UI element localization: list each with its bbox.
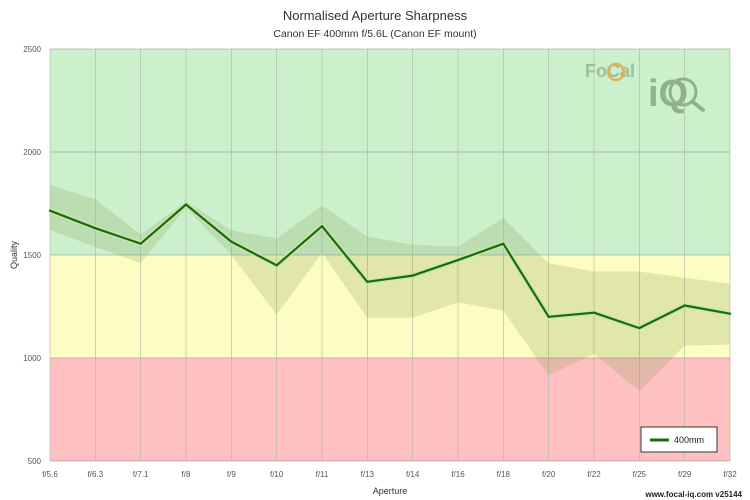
x-tick-f/8: f/8 bbox=[182, 470, 191, 479]
x-axis-label: Aperture bbox=[373, 486, 408, 496]
y-tick-1500: 1500 bbox=[23, 251, 41, 260]
data-point-f/22 bbox=[592, 311, 596, 314]
data-point-f/11 bbox=[320, 224, 324, 228]
footer-credit: www.focal-iq.com v25144 bbox=[644, 490, 742, 499]
data-point-f/14 bbox=[411, 274, 414, 277]
x-tick-f/32: f/32 bbox=[723, 470, 737, 479]
x-tick-f/6.3: f/6.3 bbox=[88, 470, 104, 479]
focal-iq-logo: FoCal iQ bbox=[585, 61, 705, 115]
x-tick-f/9: f/9 bbox=[227, 470, 236, 479]
x-tick-f/13: f/13 bbox=[361, 470, 375, 479]
data-point-f/32 bbox=[728, 312, 732, 315]
data-point-f/8 bbox=[184, 203, 188, 206]
series-line bbox=[48, 202, 732, 331]
y-tick-labels: 500 1000 1500 2000 2500 bbox=[23, 45, 41, 466]
data-point-f/7.1 bbox=[139, 242, 142, 245]
zone-average bbox=[50, 255, 730, 358]
x-tick-f/5.6: f/5.6 bbox=[42, 470, 58, 479]
variance-band-area bbox=[50, 185, 730, 391]
x-tick-f/14: f/14 bbox=[406, 470, 420, 479]
gridlines bbox=[49, 48, 731, 462]
variance-band bbox=[50, 185, 730, 391]
data-point-f/13 bbox=[366, 280, 369, 283]
legend: 400mm bbox=[640, 426, 718, 453]
y-tick-500: 500 bbox=[28, 457, 42, 466]
data-point-f/29 bbox=[683, 304, 686, 307]
data-point-f/18 bbox=[502, 242, 505, 245]
logo-magnifier-handle bbox=[691, 100, 705, 112]
data-point-f/25 bbox=[638, 326, 641, 330]
series-line-400mm bbox=[49, 203, 731, 330]
data-point-f/5.6 bbox=[48, 209, 52, 212]
zone-poor bbox=[50, 358, 730, 461]
x-tick-f/22: f/22 bbox=[587, 470, 601, 479]
x-tick-f/20: f/20 bbox=[542, 470, 556, 479]
x-tick-f/11: f/11 bbox=[316, 470, 329, 479]
data-point-f/16 bbox=[456, 258, 460, 262]
data-point-f/6.3 bbox=[94, 227, 97, 230]
x-tick-f/10: f/10 bbox=[270, 470, 284, 479]
x-tick-f/7.1: f/7.1 bbox=[133, 470, 149, 479]
x-tick-f/29: f/29 bbox=[678, 470, 692, 479]
data-point-f/9 bbox=[230, 240, 233, 243]
x-tick-labels: f/5.6 f/6.3 f/7.1 f/8 f/9 f/10 f/11 f/13 f/14 f/1… bbox=[42, 470, 737, 479]
logo-magnifier-icon bbox=[668, 77, 698, 107]
y-tick-2000: 2000 bbox=[23, 148, 41, 157]
chart-subtitle: Canon EF 400mm f/5.6L (Canon EF mount) bbox=[273, 28, 476, 40]
y-axis-label: Quality bbox=[9, 240, 19, 269]
logo-lens-icon bbox=[606, 62, 626, 82]
y-tick-2500: 2500 bbox=[23, 45, 41, 54]
x-tick-f/18: f/18 bbox=[497, 470, 511, 479]
chart-title: Normalised Aperture Sharpness bbox=[283, 8, 468, 23]
data-point-f/20 bbox=[547, 315, 550, 318]
y-tick-1000: 1000 bbox=[23, 354, 41, 363]
x-tick-f/25: f/25 bbox=[633, 470, 647, 479]
x-tick-f/16: f/16 bbox=[451, 470, 465, 479]
data-point-f/10 bbox=[275, 264, 278, 267]
legend-label-400mm: 400mm bbox=[674, 435, 704, 445]
